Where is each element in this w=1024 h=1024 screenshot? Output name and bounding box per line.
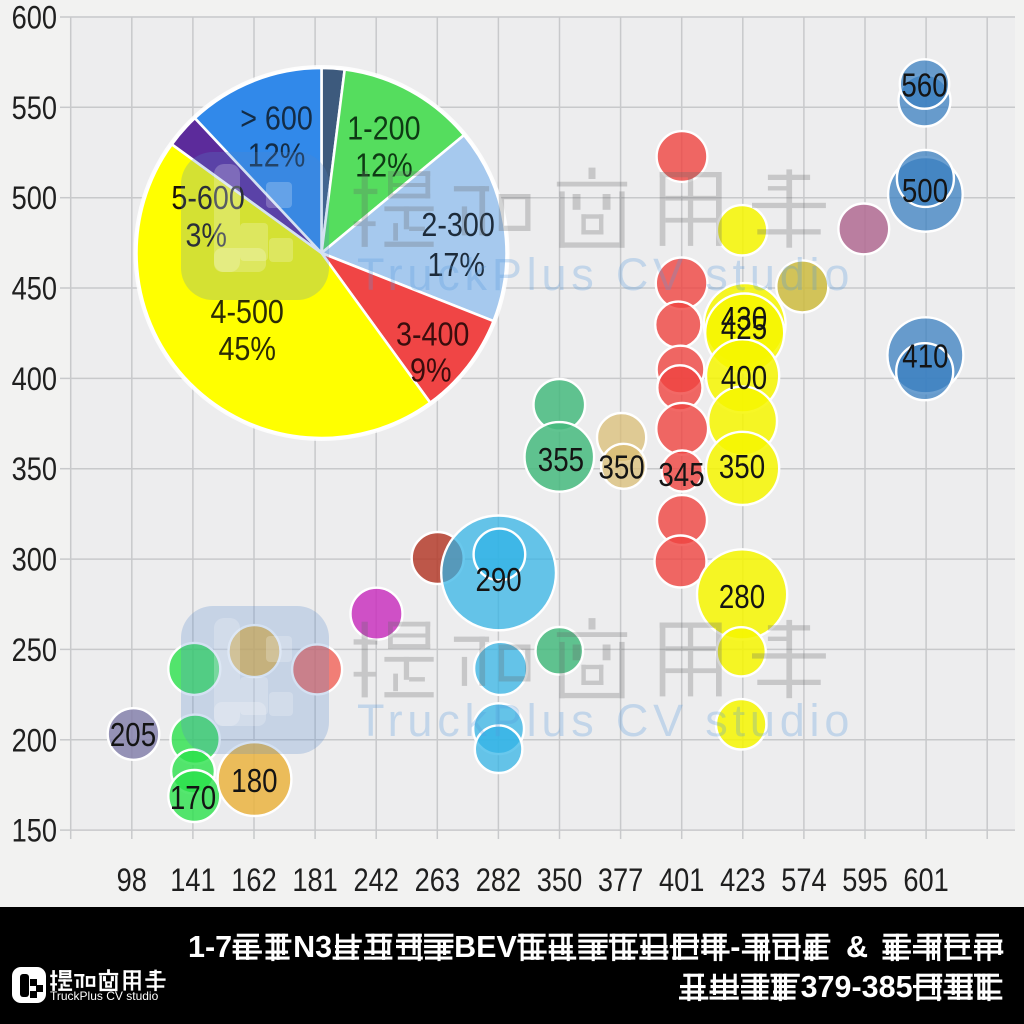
svg-text:282: 282 — [476, 862, 521, 898]
svg-text:250: 250 — [12, 632, 57, 668]
svg-text:9%: 9% — [410, 352, 452, 389]
svg-text:595: 595 — [842, 862, 887, 898]
svg-text:430: 430 — [721, 300, 767, 337]
svg-text:98: 98 — [117, 862, 147, 898]
svg-text:2-300: 2-300 — [421, 206, 494, 243]
svg-text:200: 200 — [12, 722, 57, 758]
svg-text:> 600: > 600 — [240, 100, 313, 137]
svg-text:550: 550 — [12, 90, 57, 126]
svg-text:1-7: 1-7 — [188, 930, 232, 964]
svg-text:600: 600 — [12, 0, 57, 36]
svg-text:141: 141 — [170, 862, 215, 898]
svg-text:574: 574 — [781, 862, 826, 898]
svg-text:45%: 45% — [218, 330, 276, 367]
svg-text:377: 377 — [598, 862, 643, 898]
svg-text:450: 450 — [12, 271, 57, 307]
svg-text:410: 410 — [902, 338, 948, 375]
svg-text:1-200: 1-200 — [347, 109, 420, 146]
svg-text:181: 181 — [292, 862, 337, 898]
svg-text:345: 345 — [658, 456, 704, 493]
svg-text:-: - — [730, 930, 740, 964]
svg-text:560: 560 — [901, 67, 947, 104]
svg-text:TruckPlus CV studio: TruckPlus CV studio — [357, 695, 854, 746]
svg-text:4-500: 4-500 — [211, 293, 284, 330]
svg-text:N3: N3 — [293, 930, 332, 964]
svg-text:162: 162 — [231, 862, 276, 898]
svg-text:379-385: 379-385 — [801, 970, 913, 1004]
svg-text:180: 180 — [231, 762, 277, 799]
svg-text:601: 601 — [903, 862, 948, 898]
svg-text:500: 500 — [12, 180, 57, 216]
svg-text:&: & — [846, 930, 868, 964]
svg-text:350: 350 — [599, 448, 645, 485]
svg-text:205: 205 — [110, 716, 156, 753]
svg-text:290: 290 — [476, 561, 522, 598]
svg-text:400: 400 — [12, 361, 57, 397]
svg-text:350: 350 — [12, 451, 57, 487]
svg-text:12%: 12% — [355, 146, 413, 183]
svg-text:423: 423 — [720, 862, 765, 898]
svg-text:3-400: 3-400 — [396, 316, 469, 353]
svg-text:17%: 17% — [427, 246, 485, 283]
svg-text:401: 401 — [659, 862, 704, 898]
svg-text:12%: 12% — [248, 137, 306, 174]
svg-text:500: 500 — [902, 172, 948, 209]
svg-text:TruckPlus CV studio: TruckPlus CV studio — [357, 249, 854, 300]
svg-text:350: 350 — [537, 862, 582, 898]
svg-text:280: 280 — [719, 578, 765, 615]
svg-text:150: 150 — [12, 813, 57, 849]
svg-text:BEV: BEV — [454, 930, 517, 964]
svg-text:TruckPlus CV studio: TruckPlus CV studio — [50, 989, 159, 1003]
svg-text:170: 170 — [170, 779, 216, 816]
svg-text:3%: 3% — [185, 217, 227, 254]
svg-text:355: 355 — [538, 441, 584, 478]
svg-text:263: 263 — [415, 862, 460, 898]
svg-text:300: 300 — [12, 542, 57, 578]
svg-text:425: 425 — [721, 309, 767, 346]
svg-text:5-600: 5-600 — [171, 179, 244, 216]
svg-text:242: 242 — [354, 862, 399, 898]
svg-text:400: 400 — [721, 359, 767, 396]
svg-text:350: 350 — [719, 448, 765, 485]
